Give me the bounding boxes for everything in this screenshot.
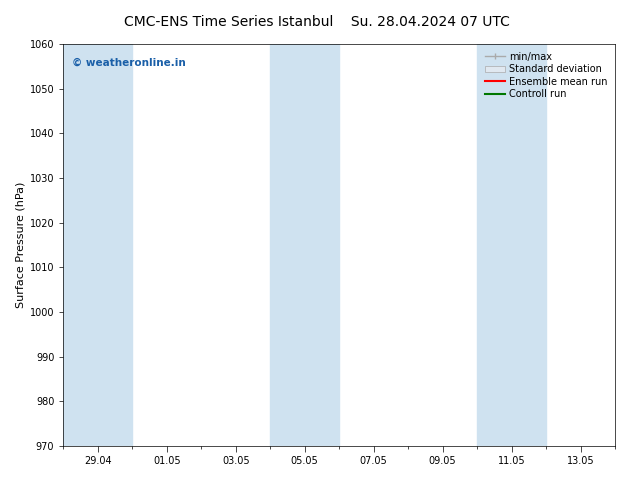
Text: CMC-ENS Time Series Istanbul    Su. 28.04.2024 07 UTC: CMC-ENS Time Series Istanbul Su. 28.04.2… — [124, 15, 510, 29]
Bar — [63, 44, 133, 446]
Bar — [270, 44, 339, 446]
Legend: min/max, Standard deviation, Ensemble mean run, Controll run: min/max, Standard deviation, Ensemble me… — [482, 49, 610, 102]
Y-axis label: Surface Pressure (hPa): Surface Pressure (hPa) — [16, 182, 25, 308]
Text: © weatheronline.in: © weatheronline.in — [72, 58, 185, 68]
Bar — [477, 44, 546, 446]
